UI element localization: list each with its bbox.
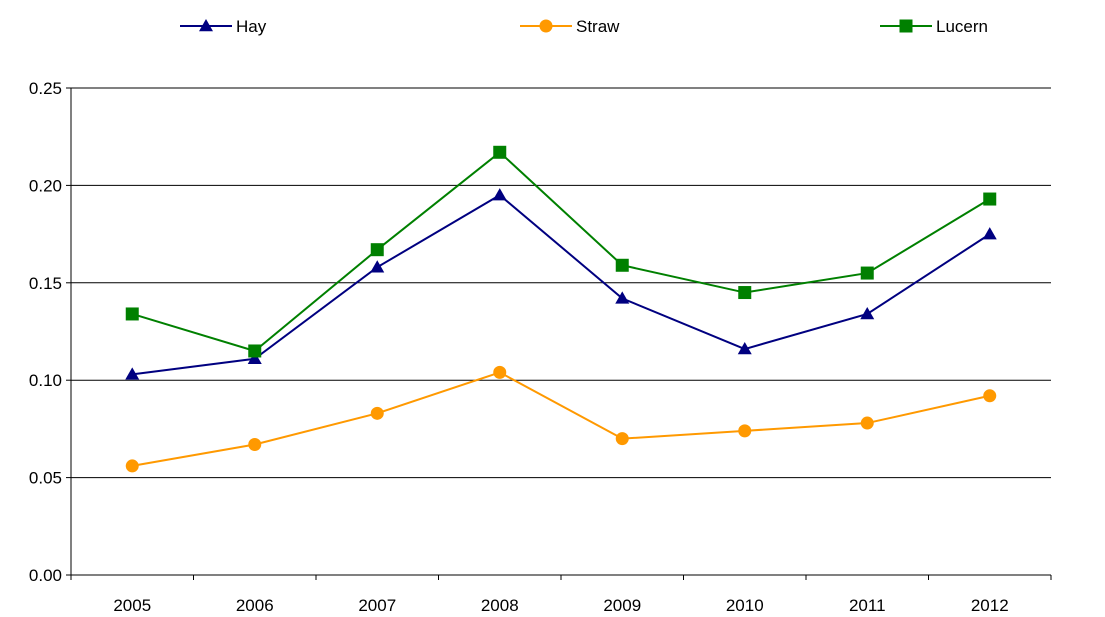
series-lucern <box>125 145 997 358</box>
y-tick-label: 0.20 <box>29 176 62 195</box>
x-tick-label: 2010 <box>726 596 764 615</box>
lucern-point <box>983 192 997 206</box>
hay-point <box>615 291 630 304</box>
lucern-point <box>615 258 629 272</box>
straw-line <box>132 371 990 467</box>
x-tick-label: 2007 <box>358 596 396 615</box>
hay-point <box>247 351 262 365</box>
hay-point <box>492 188 507 201</box>
legend-item-hay: Hay <box>180 17 267 36</box>
legend-label: Straw <box>576 17 620 36</box>
x-tick-label: 2008 <box>481 596 519 615</box>
straw-point <box>615 432 629 446</box>
legend-marker <box>539 19 553 33</box>
x-tick-label: 2011 <box>849 596 886 615</box>
legend-item-straw: Straw <box>520 17 620 36</box>
straw-point <box>860 416 874 430</box>
lucern-point <box>738 286 752 300</box>
straw-point <box>125 459 139 473</box>
lucern-point <box>248 344 262 358</box>
series-hay <box>125 188 997 380</box>
lucern-point <box>860 266 874 280</box>
legend-marker <box>899 19 913 33</box>
legend-item-lucern: Lucern <box>880 17 988 36</box>
straw-point <box>370 406 384 420</box>
legend-marker <box>199 19 213 32</box>
gridlines <box>66 87 1051 576</box>
series-straw <box>125 365 997 473</box>
x-tick-label: 2005 <box>113 596 151 615</box>
lucern-point <box>370 243 384 257</box>
lucern-point <box>493 145 507 159</box>
legend-label: Hay <box>236 17 267 36</box>
y-tick-label: 0.15 <box>29 274 62 293</box>
y-tick-label: 0.25 <box>29 79 62 98</box>
lucern-line <box>131 150 991 353</box>
hay-point <box>982 227 997 240</box>
straw-point <box>983 389 997 403</box>
lucern-point <box>125 307 139 321</box>
straw-point <box>738 424 752 438</box>
x-tick-label: 2006 <box>236 596 274 615</box>
y-tick-label: 0.05 <box>29 469 62 488</box>
hay-point <box>125 367 140 380</box>
x-tick-label: 2009 <box>603 596 641 615</box>
y-tick-label: 0.00 <box>29 566 62 585</box>
hay-point <box>737 342 752 355</box>
x-axis-tick-labels: 2005 2006 2007 2008 2009 2010 2011 2012 <box>113 596 1008 615</box>
legend: Hay Straw Lucern <box>180 17 988 36</box>
x-tick-label: 2012 <box>971 596 1009 615</box>
straw-point <box>493 365 507 379</box>
hay-point <box>860 306 875 320</box>
y-tick-label: 0.10 <box>29 371 62 390</box>
straw-point <box>248 437 262 451</box>
hay-line <box>132 193 991 376</box>
y-axis-tick-labels: 0.00 0.05 0.10 0.15 0.20 0.25 <box>29 79 62 585</box>
axes <box>70 88 1052 580</box>
series-layer <box>125 145 997 473</box>
hay-point <box>370 260 385 273</box>
legend-label: Lucern <box>936 17 988 36</box>
